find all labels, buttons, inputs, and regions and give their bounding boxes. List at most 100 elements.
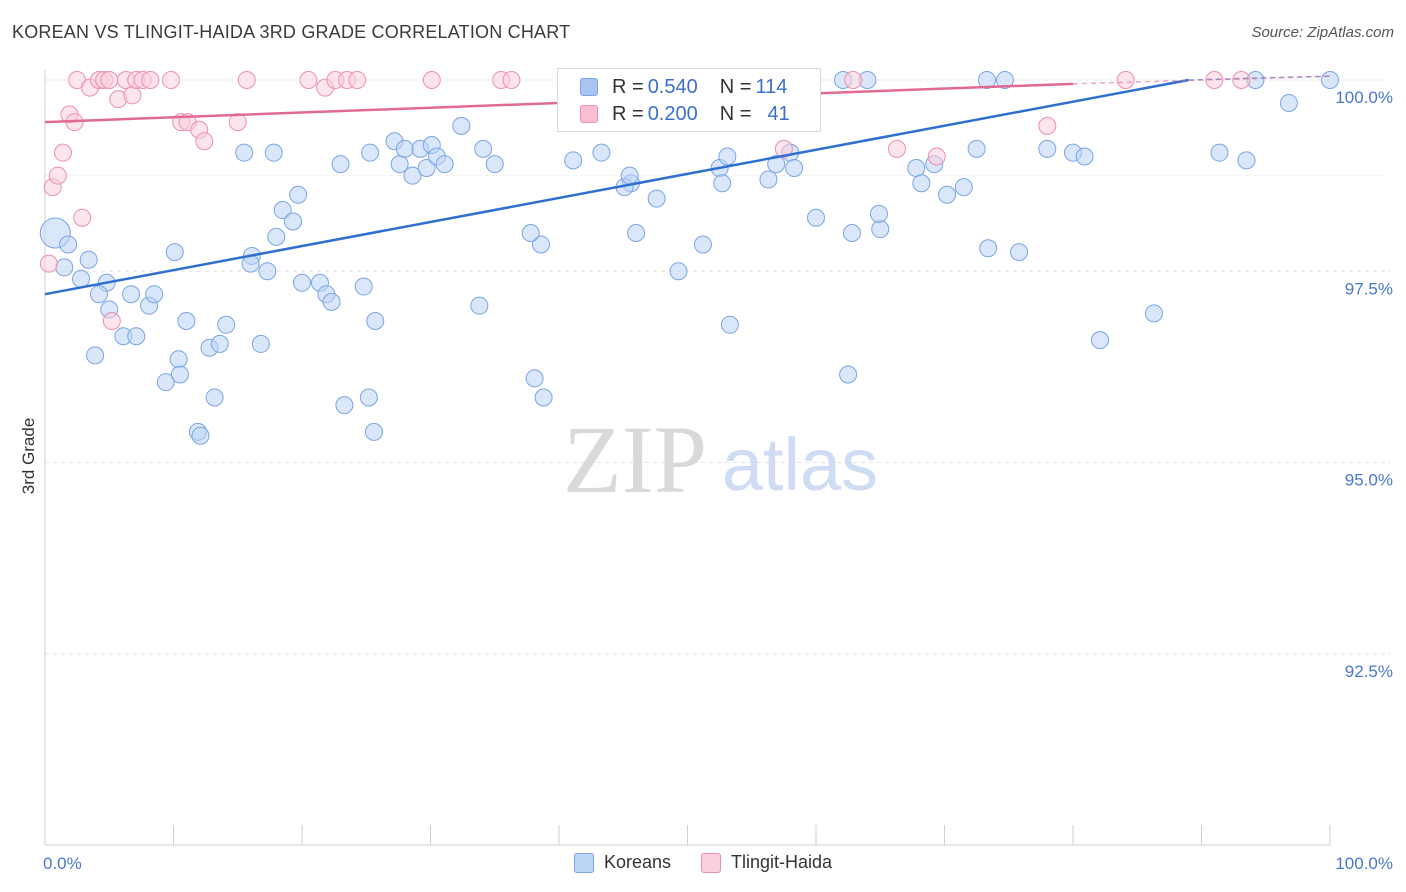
point-koreans (839, 365, 858, 384)
point-koreans (169, 350, 188, 369)
point-tlingit-haida (141, 71, 160, 89)
point-tlingit-haida (844, 71, 863, 89)
point-koreans (354, 277, 373, 296)
point-koreans (55, 258, 74, 277)
point-tlingit-haida (53, 143, 72, 162)
point-koreans (127, 327, 146, 346)
point-koreans (205, 388, 224, 407)
point-koreans (59, 235, 78, 254)
x-tick-label: 0.0% (43, 854, 82, 873)
point-koreans (912, 174, 931, 193)
point-tlingit-haida (299, 71, 318, 89)
watermark-atlas: atlas (722, 423, 878, 506)
y-axis-label: 3rd Grade (19, 418, 38, 495)
point-tlingit-haida (73, 208, 92, 227)
point-koreans (89, 285, 108, 304)
axes (44, 70, 1331, 846)
legend-r-label: R = (612, 75, 644, 98)
legend-item-koreans[interactable]: Koreans (573, 852, 671, 873)
point-koreans (1038, 139, 1057, 158)
legend-swatch-koreans (573, 852, 594, 873)
point-tlingit-haida (1038, 116, 1057, 135)
legend-item-tlingit-haida[interactable]: Tlingit-Haida (701, 852, 832, 873)
point-koreans (210, 334, 229, 353)
point-koreans (258, 262, 277, 281)
point-koreans (521, 224, 540, 242)
trend-line-koreans (44, 78, 1189, 296)
point-koreans (720, 315, 739, 334)
point-tlingit-haida (161, 71, 180, 89)
point-koreans (191, 426, 210, 445)
point-koreans (995, 71, 1014, 89)
point-koreans (273, 201, 292, 220)
legend-r-label: R = (612, 102, 644, 125)
x-tick-label: 100.0% (1335, 854, 1393, 873)
point-koreans (967, 139, 986, 158)
point-koreans (525, 369, 544, 388)
point-koreans (335, 396, 354, 415)
legend-swatch-tlingit-haida (580, 105, 598, 123)
point-koreans (954, 178, 973, 197)
point-koreans (669, 262, 688, 281)
tick-labels: 100.0% 97.5% 95.0% 92.5% 0.0% 100.0% (43, 88, 1393, 873)
point-tlingit-haida (100, 71, 119, 89)
point-koreans (938, 185, 957, 204)
point-koreans (156, 373, 175, 392)
watermark-zip: ZIP (563, 406, 707, 513)
point-koreans (86, 346, 105, 365)
point-koreans (217, 315, 236, 334)
legend-row-tlingit-haida: R = 0.200 N = 41 (580, 100, 790, 128)
point-tlingit-haida (422, 71, 441, 89)
point-koreans (79, 250, 98, 269)
point-koreans (177, 311, 196, 330)
legend-n-label: N = (719, 102, 752, 125)
y-tick-label: 95.0% (1345, 471, 1393, 490)
point-koreans (264, 143, 283, 162)
point-koreans (1279, 93, 1298, 112)
point-koreans (807, 208, 825, 227)
point-koreans (627, 224, 646, 242)
point-tlingit-haida (123, 86, 142, 105)
chart-source: Source: ZipAtlas.com (1251, 24, 1394, 41)
point-koreans (71, 269, 90, 288)
point-koreans (289, 185, 308, 204)
point-koreans (122, 285, 141, 304)
point-koreans (235, 143, 254, 162)
point-koreans (713, 174, 732, 193)
point-koreans (759, 170, 778, 189)
point-koreans (322, 292, 341, 311)
point-koreans (647, 189, 666, 208)
point-koreans (395, 139, 414, 158)
series-legend: Koreans Tlingit-Haida (0, 852, 1406, 873)
legend-label-tlingit-haida: Tlingit-Haida (731, 852, 833, 872)
point-koreans (145, 285, 164, 304)
point-koreans (485, 155, 504, 174)
point-koreans (267, 227, 286, 246)
point-koreans (564, 151, 583, 170)
point-koreans (364, 422, 383, 441)
point-koreans (977, 71, 996, 89)
point-koreans (361, 143, 380, 162)
point-koreans (1237, 151, 1256, 170)
point-koreans (785, 158, 804, 177)
point-koreans (592, 143, 611, 162)
legend-r-value: 0.540 (647, 75, 698, 98)
y-tick-label: 97.5% (1345, 279, 1393, 298)
point-tlingit-haida (48, 166, 67, 185)
point-koreans (979, 239, 998, 258)
legend-n-value: 41 (767, 102, 790, 125)
y-tick-label: 92.5% (1345, 662, 1393, 681)
point-tlingit-haida (1205, 71, 1224, 89)
correlation-legend: R = 0.540 N = 114 R = 0.200 N = 41 (557, 68, 821, 132)
point-koreans (1210, 143, 1229, 162)
trend-extension (1072, 75, 1331, 85)
point-tlingit-haida (774, 139, 793, 158)
point-koreans (452, 116, 471, 135)
point-koreans (331, 155, 350, 174)
point-koreans (251, 334, 270, 353)
point-koreans (1321, 71, 1339, 89)
point-koreans (284, 212, 303, 231)
legend-n-value: 114 (755, 75, 788, 98)
point-koreans (718, 147, 737, 166)
